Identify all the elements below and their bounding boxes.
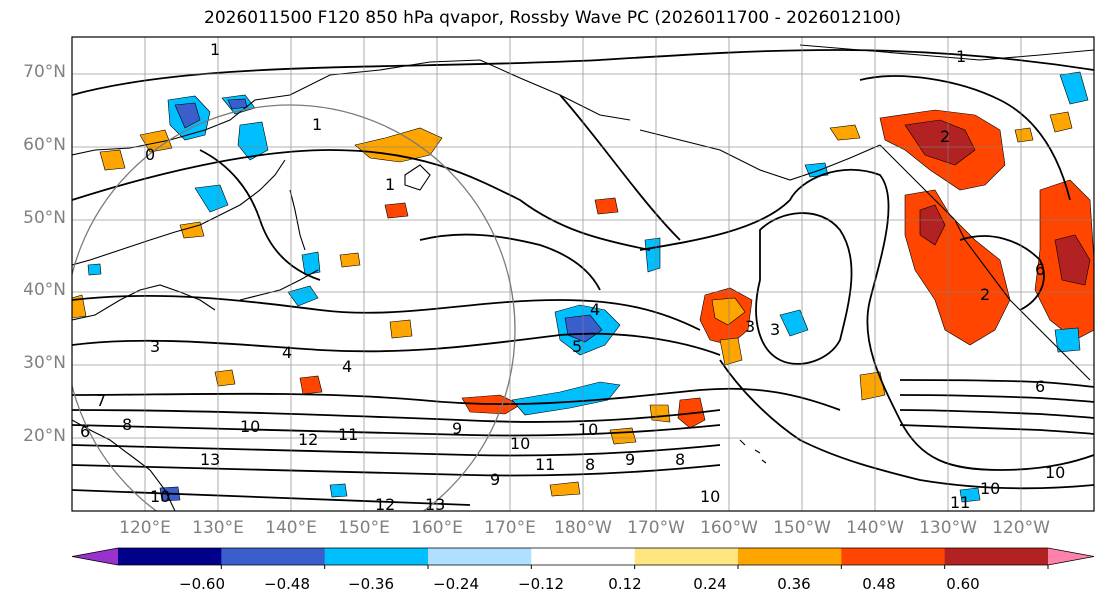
contour-label: 10 [150, 487, 170, 506]
range-circle [72, 104, 516, 511]
contour-label: 10 [1045, 463, 1065, 482]
colorbar-swatch [841, 548, 946, 565]
lon-label: 120°W [992, 518, 1050, 538]
contour-label: 3 [150, 337, 160, 356]
figure-title: 2026011500 F120 850 hPa qvapor, Rossby W… [204, 8, 901, 28]
lon-label: 160°E [411, 518, 463, 538]
colorbar-tick-label: 0.24 [693, 575, 727, 593]
colorbar-tick-label: −0.36 [348, 575, 394, 593]
contour-label: 8 [585, 455, 595, 474]
coastlines [72, 44, 1094, 511]
lat-label: 70°N [23, 62, 66, 82]
lat-label: 50°N [23, 208, 66, 228]
colorbar-swatch [324, 548, 429, 565]
lat-label: 60°N [23, 135, 66, 155]
contour-label: 13 [425, 495, 445, 514]
qvapor-contours [72, 49, 1094, 506]
lon-label: 140°W [846, 518, 904, 538]
contour-label: 1 [210, 40, 220, 59]
colorbar-swatch [118, 548, 222, 565]
colorbar-swatch [221, 548, 326, 565]
gridlines [72, 37, 1094, 511]
lat-label: 20°N [23, 426, 66, 446]
contour-label: 13 [200, 450, 220, 469]
colorbar [71, 547, 1095, 569]
lon-label: 170°W [627, 518, 685, 538]
colorbar-extend-high [1048, 548, 1094, 565]
contour-label: 11 [950, 493, 970, 512]
colorbar-tick-label: −0.12 [518, 575, 564, 593]
colorbar-swatch [531, 548, 636, 565]
contour-label: 1 [385, 175, 395, 194]
contour-label: 10 [578, 420, 598, 439]
contour-label: 2 [940, 127, 950, 146]
lat-label: 30°N [23, 353, 66, 373]
contour-label: 9 [490, 470, 500, 489]
contour-label: 6 [1035, 260, 1045, 279]
colorbar-extend-low [72, 548, 118, 565]
colorbar-swatch [634, 548, 739, 565]
contour-label: 11 [338, 425, 358, 444]
contour-label: 10 [700, 487, 720, 506]
colorbar-swatch [738, 548, 842, 565]
lon-label: 180°W [554, 518, 612, 538]
colorbar-swatch [944, 548, 1049, 565]
contour-label: 5 [572, 337, 582, 356]
contour-label: 10 [510, 434, 530, 453]
contour-label: 4 [590, 300, 600, 319]
contour-label: 10 [980, 479, 1000, 498]
contour-label: 9 [625, 450, 635, 469]
colorbar-tick-label: 0.48 [862, 575, 896, 593]
colorbar-tick-label: 0.60 [946, 575, 980, 593]
lon-label: 120°E [119, 518, 171, 538]
contour-label: 11 [535, 455, 555, 474]
colorbar-swatch [428, 548, 532, 565]
colorbar-tick-label: −0.24 [433, 575, 479, 593]
colorbar-outline [71, 547, 1095, 566]
contour-label: 7 [96, 391, 106, 410]
colorbar-tick-label: 0.36 [777, 575, 811, 593]
contour-label: 3 [745, 317, 755, 336]
contour-label: 9 [452, 419, 462, 438]
lon-label: 140°E [265, 518, 317, 538]
contour-label: 1 [956, 47, 966, 66]
contour-label: 12 [375, 495, 395, 514]
lat-label: 40°N [23, 280, 66, 300]
lon-label: 130°W [919, 518, 977, 538]
contour-label: 12 [298, 430, 318, 449]
contour-label: 0 [145, 145, 155, 164]
contour-label: 4 [342, 357, 352, 376]
contour-label: 8 [122, 415, 132, 434]
contour-label: 2 [980, 285, 990, 304]
contour-label: 1 [312, 115, 322, 134]
map-frame [71, 36, 1095, 512]
contour-label: 4 [282, 343, 292, 362]
contour-label: 10 [240, 417, 260, 436]
colorbar-tick-label: −0.60 [179, 575, 225, 593]
contour-label: 6 [1035, 377, 1045, 396]
contour-label: 3 [770, 320, 780, 339]
contour-label: 6 [80, 422, 90, 441]
lon-label: 170°E [484, 518, 536, 538]
lon-label: 150°W [773, 518, 831, 538]
contour-labels: 1 1 0 1 1 2 2 3 4 4 3 5 6 7 6 8 10 12 11… [80, 40, 1065, 514]
lon-label: 150°E [338, 518, 390, 538]
lon-label: 160°W [700, 518, 758, 538]
contour-label: 8 [675, 450, 685, 469]
colorbar-tick-label: −0.48 [264, 575, 310, 593]
colorbar-tick-label: 0.12 [608, 575, 642, 593]
lon-label: 130°E [192, 518, 244, 538]
